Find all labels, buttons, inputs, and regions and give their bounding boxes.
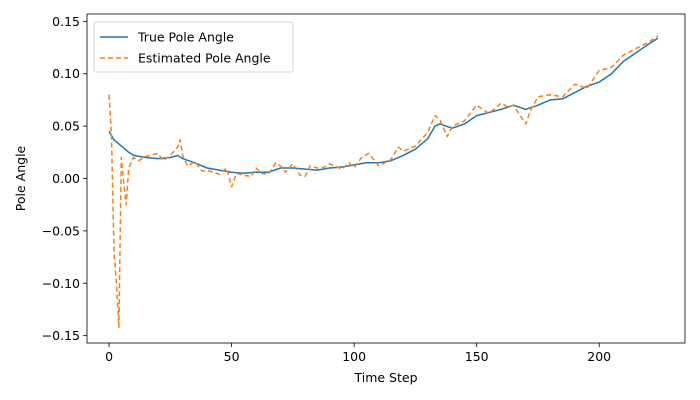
x-axis-ticks: 0 50 100 150 200 — [105, 343, 611, 364]
x-tick-label: 200 — [587, 349, 611, 364]
y-tick-label: 0.15 — [52, 14, 80, 29]
series-line-0 — [108, 37, 659, 175]
y-tick-label: 0.05 — [52, 119, 80, 134]
legend-label-estimated: Estimated Pole Angle — [138, 51, 271, 66]
x-tick-label: 0 — [105, 349, 113, 364]
y-axis-label: Pole Angle — [13, 145, 28, 211]
x-axis-label: Time Step — [353, 370, 417, 385]
plot-area — [108, 35, 659, 329]
x-tick-label: 150 — [465, 349, 489, 364]
series-line-1 — [108, 35, 659, 329]
y-tick-label: 0.10 — [52, 66, 80, 81]
y-tick-label: 0.00 — [52, 171, 80, 186]
y-tick-label: −0.05 — [42, 223, 80, 238]
y-axis-ticks: −0.15 −0.10 −0.05 0.00 0.05 0.10 0.15 — [42, 14, 87, 343]
legend: True Pole Angle Estimated Pole Angle — [93, 21, 294, 73]
x-tick-label: 100 — [342, 349, 366, 364]
legend-box — [93, 21, 294, 73]
y-tick-label: −0.10 — [42, 276, 80, 291]
y-tick-label: −0.15 — [42, 328, 80, 343]
x-tick-label: 50 — [224, 349, 240, 364]
legend-label-true: True Pole Angle — [137, 30, 234, 45]
